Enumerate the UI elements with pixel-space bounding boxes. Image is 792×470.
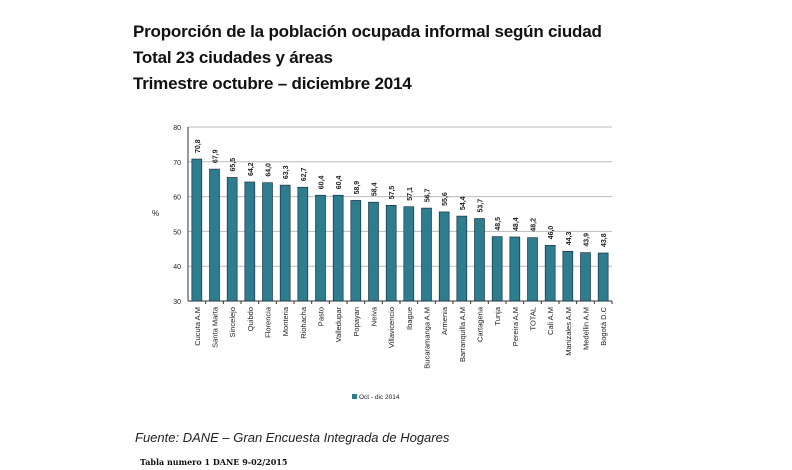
bar	[597, 252, 609, 302]
x-tick-label: TOTAL	[529, 307, 538, 330]
x-tick-label: Monteria	[281, 306, 290, 336]
x-tick-label: Neiva	[370, 306, 379, 326]
bar	[580, 252, 591, 302]
y-tick-label: 30	[173, 299, 181, 306]
x-tick-label: Santa Marta	[211, 306, 220, 348]
data-label: 43,8	[601, 233, 608, 247]
data-label: 62,7	[301, 167, 308, 181]
x-tick-label: Bogotá D.C	[599, 306, 608, 345]
data-label: 43,9	[584, 233, 591, 247]
x-tick-label: Armenia	[440, 306, 449, 335]
y-tick-label: 40	[173, 264, 181, 271]
x-tick-label: Florencia	[264, 306, 273, 338]
bar	[421, 207, 432, 302]
bar	[315, 194, 326, 302]
data-label: 67,9	[213, 149, 220, 163]
data-label: 64,0	[266, 163, 273, 177]
title-line-1: Proporción de la población ocupada infor…	[133, 22, 602, 41]
x-tick-label: Villavicencio	[387, 307, 396, 348]
bar	[385, 205, 397, 302]
bar	[527, 237, 538, 302]
title-line-2: Total 23 ciudades y áreas	[133, 48, 333, 67]
bar	[209, 168, 220, 302]
bar	[544, 245, 556, 302]
data-label: 57,1	[407, 187, 414, 201]
data-label: 53,7	[478, 199, 485, 213]
bar	[509, 236, 521, 302]
data-label: 60,4	[319, 175, 326, 189]
data-label: 56,7	[425, 188, 432, 202]
x-tick-label: Quibdo	[246, 307, 255, 331]
table-note: Tabla numero 1 DANE 9-02/2015	[140, 457, 288, 467]
bar	[244, 181, 256, 302]
bar	[279, 184, 291, 302]
legend-swatch	[352, 394, 357, 399]
source-note: Fuente: DANE – Gran Encuesta Integrada d…	[135, 430, 450, 445]
x-tick-label: Cartagena	[476, 306, 485, 342]
legend-label: Oct - dic 2014	[359, 394, 400, 401]
data-label: 54,4	[460, 196, 467, 210]
x-tick-label: Popayan	[352, 307, 361, 337]
bar	[368, 201, 379, 302]
bar	[297, 186, 309, 302]
data-label: 48,2	[531, 218, 538, 232]
x-tick-label: Sincelejo	[228, 307, 237, 337]
x-tick-label: Cucuta A.M	[193, 307, 202, 346]
y-axis-label: %	[152, 209, 159, 218]
bar	[491, 236, 503, 302]
y-tick-label: 50	[173, 229, 181, 236]
y-tick-label: 70	[173, 160, 181, 167]
bar	[403, 206, 415, 302]
bar	[350, 200, 362, 302]
y-tick-label: 80	[173, 125, 181, 132]
data-label: 64,2	[248, 162, 255, 176]
data-label: 55,6	[442, 192, 449, 206]
x-tick-label: Riohacha	[299, 306, 308, 339]
data-label: 48,5	[495, 217, 502, 231]
data-label: 57,5	[389, 186, 396, 200]
data-label: 58,4	[372, 182, 379, 196]
bar	[456, 215, 468, 302]
data-label: 65,5	[230, 158, 237, 172]
x-tick-label: Valledupar	[334, 307, 343, 343]
data-label: 60,4	[336, 175, 343, 189]
title-line-3: Trimestre octubre – diciembre 2014	[133, 74, 412, 93]
x-tick-label: Tunja	[493, 306, 502, 325]
data-label: 44,3	[566, 232, 573, 246]
y-tick-label: 60	[173, 195, 181, 202]
x-tick-label: Cali A.M	[546, 307, 555, 335]
x-tick-label: Barranquilla A.M	[458, 307, 467, 362]
x-tick-label: Medellin A.M	[582, 307, 591, 350]
data-label: 48,4	[513, 217, 520, 231]
bar	[562, 250, 574, 302]
data-label: 70,8	[195, 139, 202, 153]
bar	[262, 182, 273, 302]
x-tick-label: Ibague	[405, 307, 414, 330]
x-tick-label: Manizales A.M	[564, 307, 573, 356]
bar	[438, 211, 450, 302]
bar	[191, 158, 203, 302]
data-label: 63,3	[283, 165, 290, 179]
data-label: 58,9	[354, 181, 361, 195]
bar	[474, 218, 485, 302]
bar	[226, 177, 238, 302]
bar	[332, 194, 344, 302]
x-tick-label: Bucaramanga A.M	[423, 307, 432, 369]
data-label: 46,0	[548, 226, 555, 240]
x-tick-label: Pereira A.M	[511, 307, 520, 346]
x-tick-label: Pasto	[317, 307, 326, 326]
